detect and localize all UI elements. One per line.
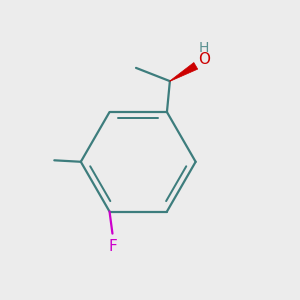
Text: O: O xyxy=(199,52,211,67)
Polygon shape xyxy=(170,62,198,81)
Text: H: H xyxy=(198,40,208,55)
Text: F: F xyxy=(108,239,117,254)
